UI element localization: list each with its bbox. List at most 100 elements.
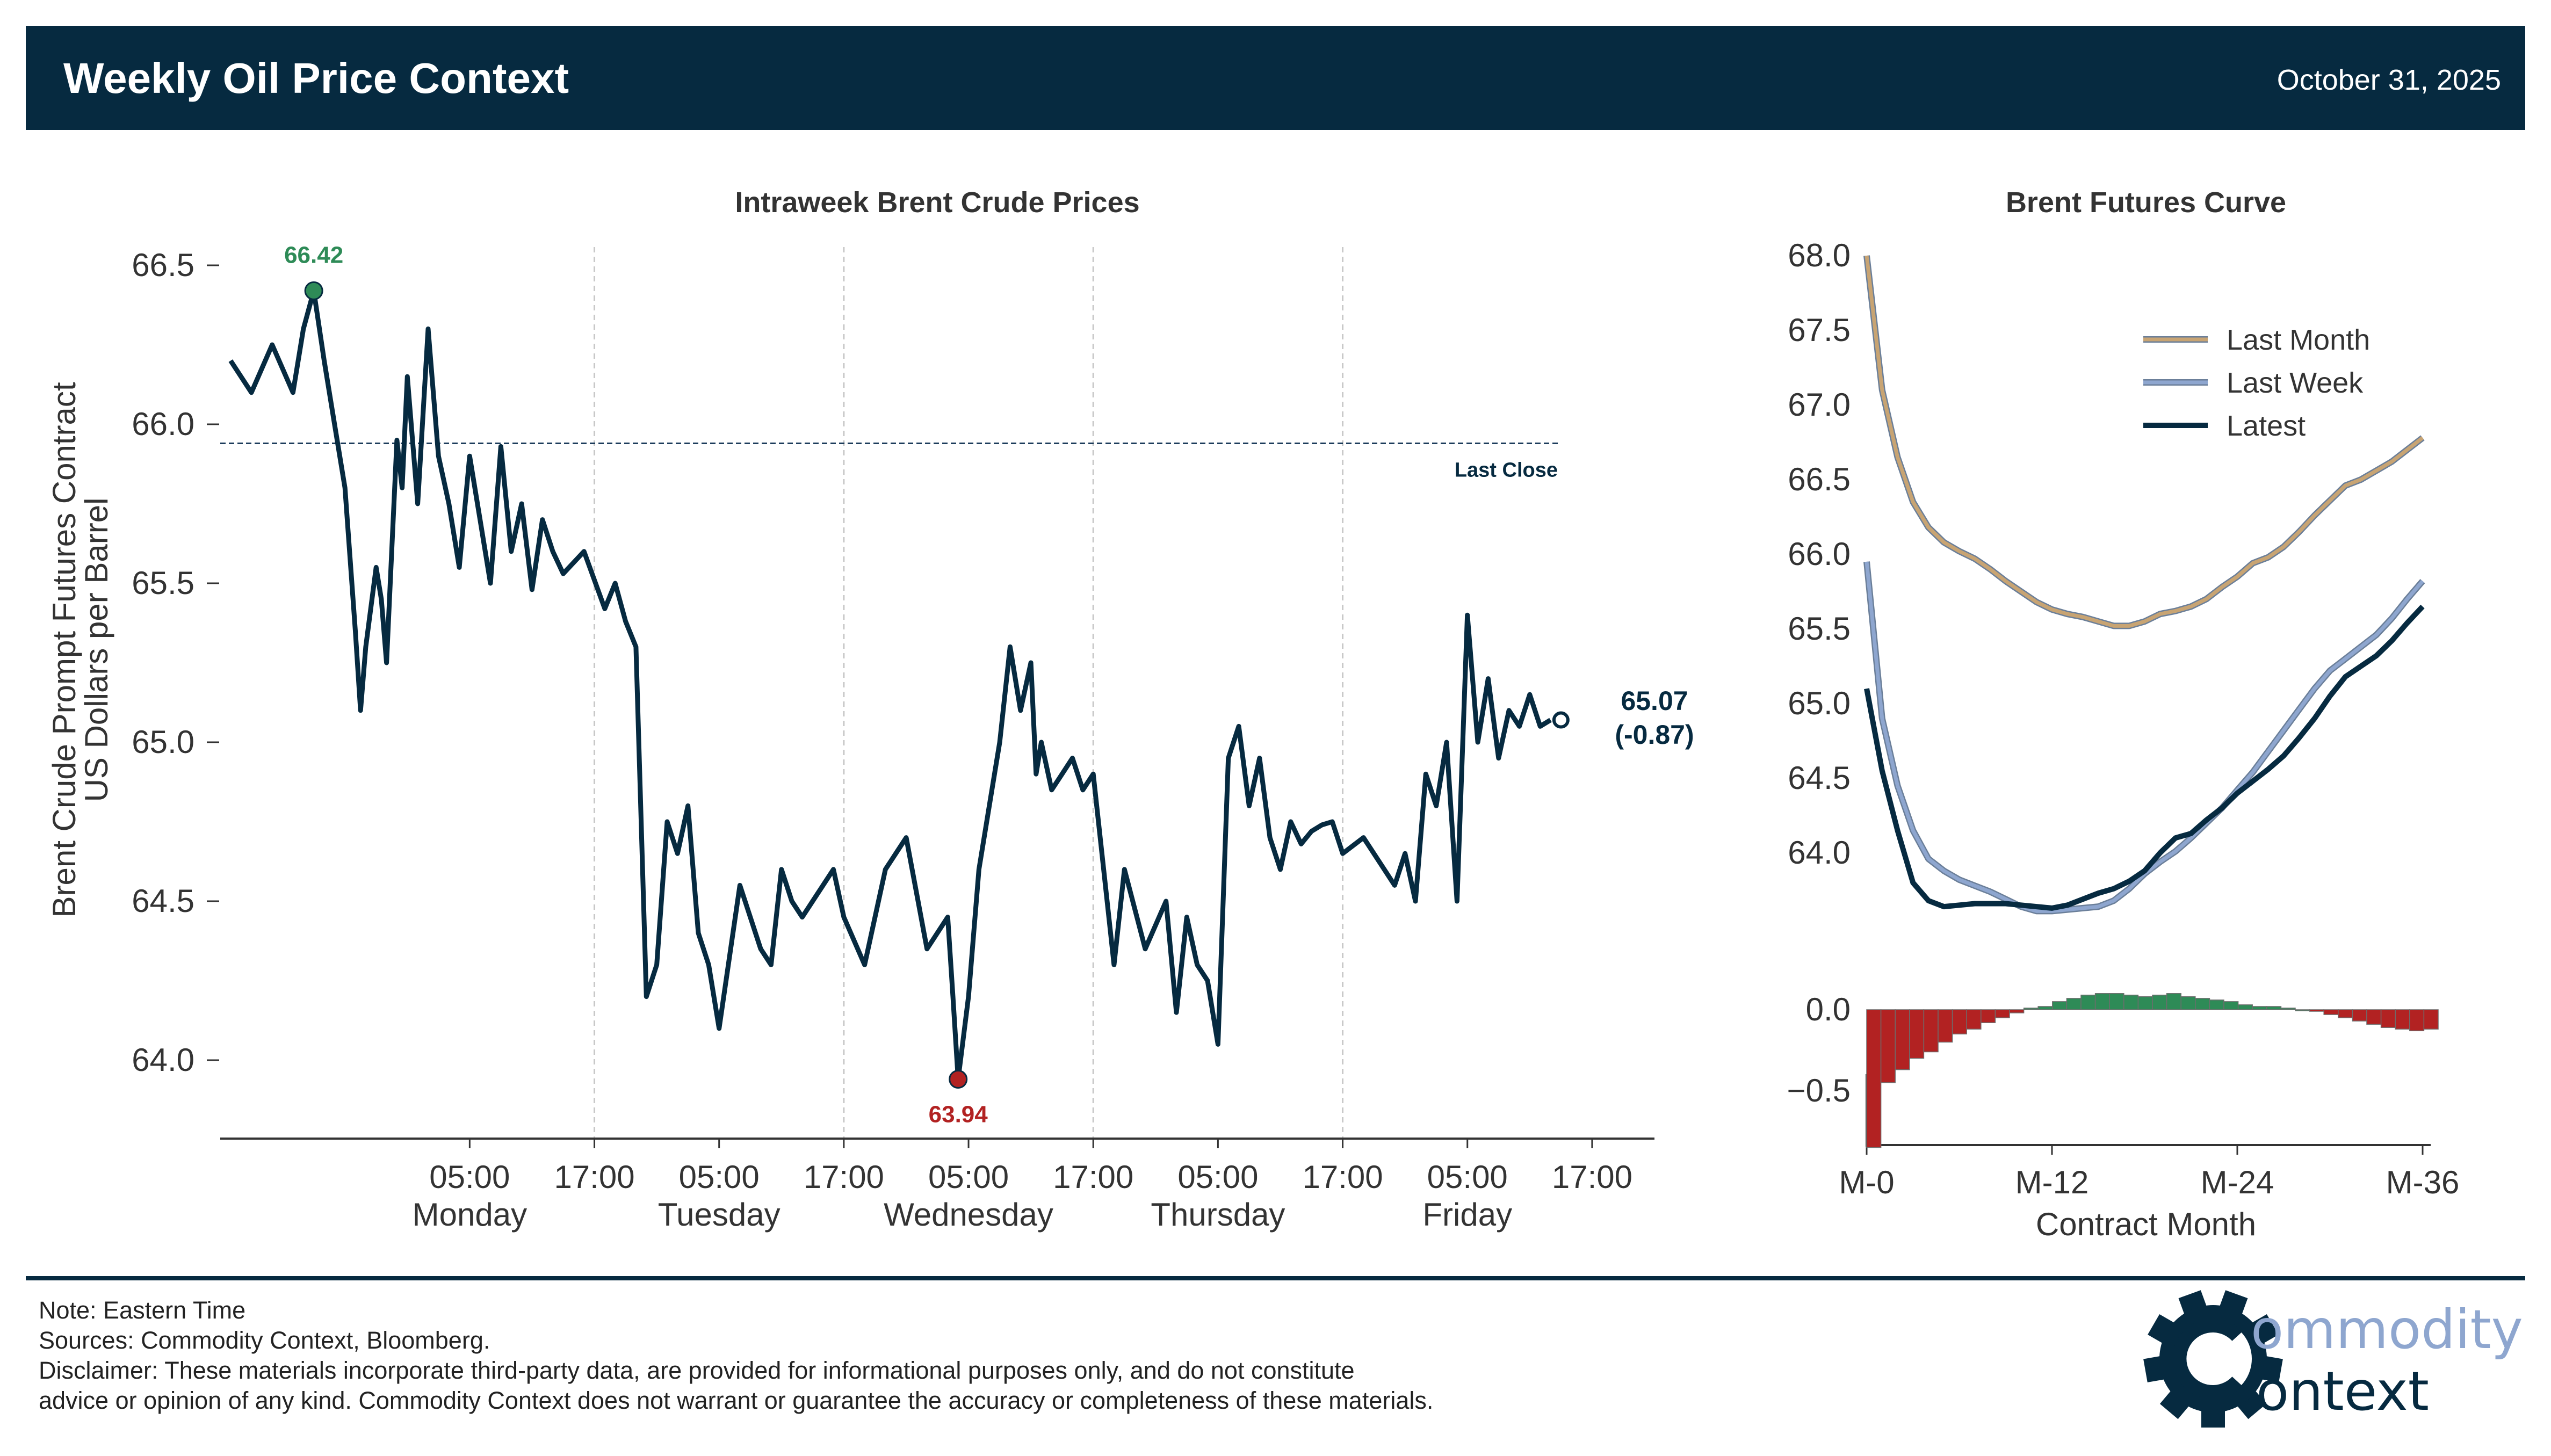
change-bar xyxy=(2423,1009,2439,1030)
change-bar xyxy=(1938,1009,1953,1043)
y-tick-label: 65.0 xyxy=(132,724,194,760)
change-bar xyxy=(2195,998,2210,1010)
charts-canvas: Intraweek Brent Crude Prices Last Close … xyxy=(46,186,2460,1242)
curve-lines xyxy=(1863,255,2425,915)
curve-x-tick-label: M-24 xyxy=(2201,1164,2274,1200)
x-tick-time: 17:00 xyxy=(554,1159,634,1195)
footer-note: Note: Eastern Time xyxy=(39,1296,246,1324)
high-label: 66.42 xyxy=(284,242,343,268)
last-price-label: 65.07 xyxy=(1621,686,1688,716)
curve-y-tick-label: 65.5 xyxy=(1788,611,1851,647)
futures-curve-chart: Brent Futures Curve 68.0 67.5 67.0 66.5 66.0… xyxy=(1787,186,2460,1242)
legend-label-last-month: Last Month xyxy=(2227,324,2370,356)
left-markers: 66.42 63.94 65.07 (-0.87) xyxy=(284,242,1694,1127)
change-bar xyxy=(2223,1001,2239,1010)
x-tick-time: 17:00 xyxy=(1552,1159,1632,1195)
x-tick-day: Friday xyxy=(1422,1197,1512,1233)
right-chart-title: Brent Futures Curve xyxy=(2006,186,2286,219)
curve-change-bars xyxy=(1866,993,2439,1148)
x-tick-time: 17:00 xyxy=(1053,1159,1133,1195)
footer-sources: Sources: Commodity Context, Bloomberg. xyxy=(39,1327,490,1354)
x-tick-day: Wednesday xyxy=(884,1197,1053,1233)
change-bar xyxy=(2137,996,2153,1010)
right-xlabel: Contract Month xyxy=(2036,1206,2256,1242)
x-tick-day: Monday xyxy=(413,1197,527,1233)
left-ylabel-1: Brent Crude Prompt Futures Contract xyxy=(46,382,82,917)
curve-y-tick-label: 68.0 xyxy=(1788,237,1851,273)
footer-disclaimer-2: advice or opinion of any kind. Commodity… xyxy=(39,1387,1434,1414)
latest-line xyxy=(1864,604,2425,911)
left-ylabel-2: US Dollars per Barrel xyxy=(78,498,114,802)
change-bar xyxy=(2037,1006,2053,1010)
change-bar xyxy=(2309,1009,2324,1012)
last-week-line xyxy=(1865,561,2424,913)
change-bar xyxy=(2180,996,2196,1010)
change-bar xyxy=(1966,1009,1982,1030)
y-tick-label: 64.5 xyxy=(132,883,194,919)
footer-disclaimer-1: Disclaimer: These materials incorporate … xyxy=(39,1357,1355,1384)
change-bar xyxy=(2109,993,2124,1010)
x-tick-time: 05:00 xyxy=(1427,1159,1508,1195)
last-week-outline xyxy=(1863,561,2425,915)
change-bar xyxy=(1994,1009,2010,1018)
x-tick-time: 17:00 xyxy=(804,1159,884,1195)
y-tick-label: 66.5 xyxy=(132,247,194,283)
legend-label-latest: Latest xyxy=(2227,410,2306,442)
left-chart-title: Intraweek Brent Crude Prices xyxy=(735,186,1139,219)
curve-legend: Last Month Last Week Latest xyxy=(2143,324,2370,442)
header-bar: Weekly Oil Price Context October 31, 202… xyxy=(26,26,2525,130)
page-title: Weekly Oil Price Context xyxy=(63,54,569,102)
footer-notes: Note: Eastern Time Sources: Commodity Co… xyxy=(39,1295,1433,1416)
x-tick-day: Tuesday xyxy=(658,1197,781,1233)
curve-y-tick-label: 67.5 xyxy=(1788,312,1851,348)
last-month-line xyxy=(1865,255,2424,628)
curve-y-tick-label: 66.0 xyxy=(1788,536,1851,572)
price-series-line xyxy=(228,288,1552,1082)
curve-y-tick-label: 66.5 xyxy=(1788,461,1851,497)
bar-y-tick-label: 0.0 xyxy=(1806,991,1851,1027)
bar-y-tick-label: −0.5 xyxy=(1787,1073,1851,1109)
change-bar xyxy=(2209,999,2224,1010)
logo-line-1: ommodity xyxy=(2251,1298,2523,1361)
x-tick-day: Thursday xyxy=(1151,1197,1285,1233)
change-bar xyxy=(2066,998,2082,1010)
curve-y-tick-label: 64.5 xyxy=(1788,760,1851,796)
change-bar xyxy=(2080,995,2096,1010)
change-bar xyxy=(2380,1009,2396,1028)
change-bar xyxy=(2352,1009,2367,1022)
low-label: 63.94 xyxy=(929,1102,988,1128)
change-bar xyxy=(2338,1009,2353,1018)
change-bar xyxy=(1923,1009,1939,1053)
curve-x-tick-label: M-0 xyxy=(1839,1164,1894,1200)
curve-y-tick-label: 67.0 xyxy=(1788,387,1851,423)
right-axes: 68.0 67.5 67.0 66.5 66.0 65.5 65.0 64.5 64.0 M-0 M… xyxy=(1787,237,2460,1200)
change-bar xyxy=(1880,1009,1896,1083)
change-bar xyxy=(2252,1006,2267,1010)
low-marker xyxy=(949,1070,968,1089)
x-tick-time: 05:00 xyxy=(1177,1159,1258,1195)
gear-icon xyxy=(2143,1290,2283,1428)
change-bar xyxy=(2295,1009,2310,1011)
change-bar xyxy=(2395,1009,2410,1030)
commodity-context-logo: ommodity ontext xyxy=(2143,1290,2523,1428)
change-bar xyxy=(2009,1009,2025,1013)
change-bar xyxy=(2166,993,2181,1010)
curve-x-tick-label: M-12 xyxy=(2015,1164,2089,1200)
change-bar xyxy=(2052,1001,2068,1010)
high-marker xyxy=(304,281,323,300)
last-month-outline xyxy=(1863,255,2425,629)
y-tick-label: 66.0 xyxy=(132,406,194,442)
change-bar xyxy=(2323,1009,2339,1015)
change-bar xyxy=(2366,1009,2382,1025)
change-bar xyxy=(2266,1006,2282,1010)
change-bar xyxy=(1909,1009,1925,1059)
change-bar xyxy=(2152,995,2167,1010)
change-bar xyxy=(2280,1008,2296,1010)
curve-y-tick-label: 64.0 xyxy=(1788,835,1851,871)
y-tick-label: 64.0 xyxy=(132,1042,194,1078)
left-gridlines xyxy=(594,247,1344,1139)
change-bar xyxy=(1981,1009,1996,1023)
footer-rule xyxy=(26,1276,2525,1280)
x-tick-time: 05:00 xyxy=(429,1159,510,1195)
